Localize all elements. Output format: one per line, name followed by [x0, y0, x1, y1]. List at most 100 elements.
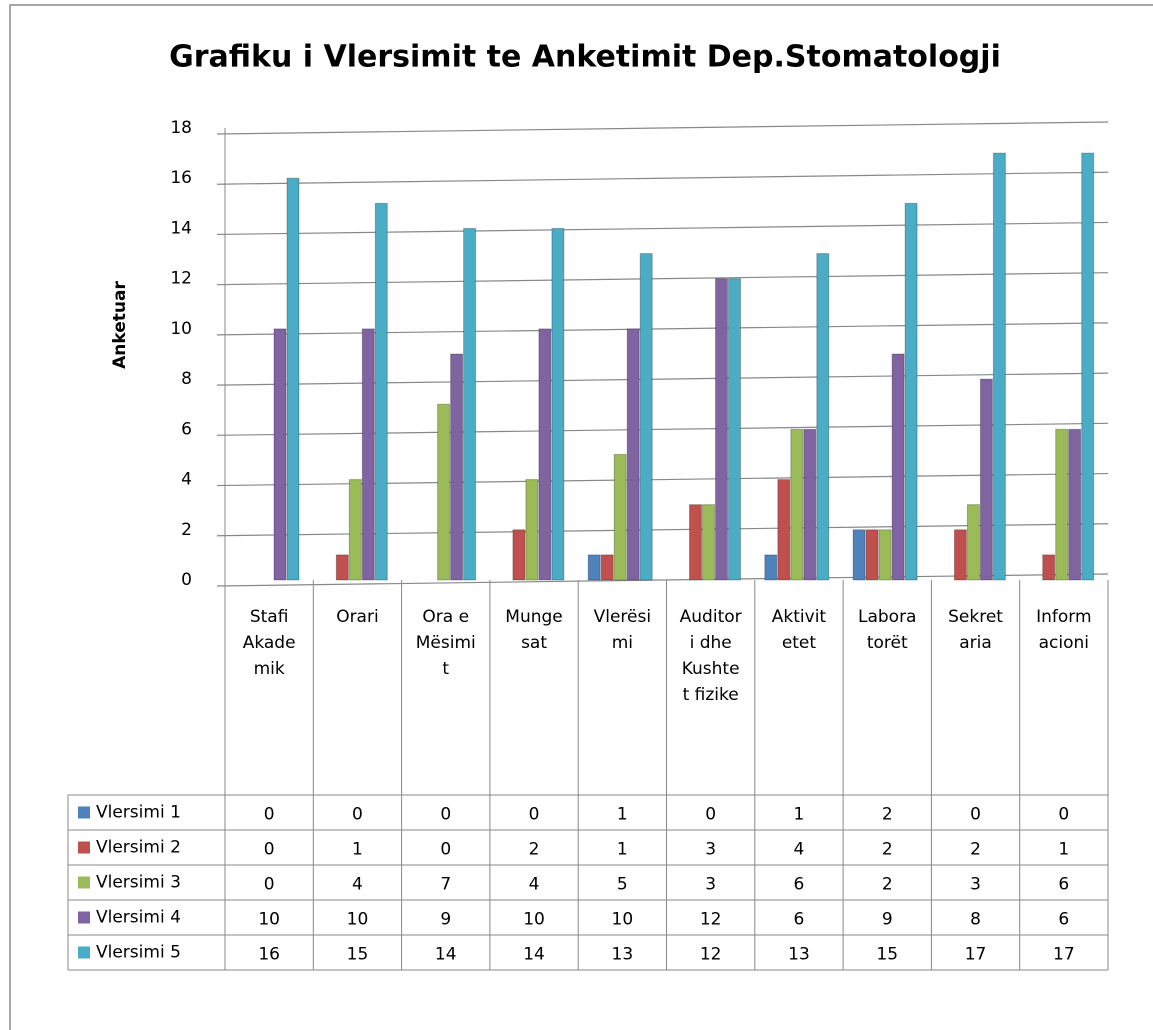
table-cell: 0: [352, 805, 363, 825]
bar: [816, 253, 830, 581]
y-tick-label: 6: [181, 419, 192, 439]
table-cell: 2: [529, 840, 540, 860]
table-cell: 12: [700, 910, 722, 930]
y-tick-label: 14: [170, 218, 192, 238]
bar: [728, 278, 741, 581]
bar: [992, 152, 1006, 581]
table-cell: 5: [617, 875, 628, 895]
table-cell: 10: [347, 910, 369, 930]
bar: [878, 529, 892, 581]
y-tick-label: 12: [170, 269, 192, 289]
table-cell: 12: [700, 945, 722, 965]
x-tick-label: Mungesat: [505, 607, 563, 653]
table-cell: 10: [612, 910, 634, 930]
legend-label: Vlersimi 3: [96, 873, 181, 893]
bar: [538, 328, 552, 581]
legend-key: [78, 806, 90, 819]
table-cell: 7: [440, 875, 451, 895]
y-tick-label: 2: [181, 520, 192, 540]
table-cell: 15: [876, 945, 898, 965]
table-cell: 10: [523, 910, 545, 930]
y-tick-label: 4: [181, 470, 192, 490]
bar: [361, 328, 375, 581]
bar: [777, 479, 791, 581]
table-cell: 6: [794, 875, 805, 895]
grid-line: [216, 422, 1109, 436]
x-tick-label: Ora e Mësimit: [415, 607, 476, 679]
table-cell: 0: [440, 840, 451, 860]
table-cell: 4: [794, 840, 805, 860]
table-cell: 2: [882, 840, 893, 860]
chart-title: Grafiku i Vlersimit te Anketimit Dep.Sto…: [169, 40, 1001, 75]
table-cell: 3: [705, 840, 716, 860]
bar: [512, 529, 526, 581]
table-cell: 0: [264, 840, 275, 860]
bar: [1055, 428, 1069, 581]
table-cell: 14: [435, 945, 457, 965]
bar: [689, 504, 702, 581]
bar: [715, 278, 728, 581]
y-tick-label: 8: [181, 369, 192, 389]
table-cell: 4: [352, 875, 363, 895]
chart-frame: [9, 4, 1153, 1030]
bar: [891, 353, 905, 581]
table-cell: 0: [529, 805, 540, 825]
legend-key: [78, 911, 90, 924]
table-cell: 1: [794, 805, 805, 825]
table-cell: 0: [1058, 805, 1069, 825]
table-cell: 1: [617, 840, 628, 860]
x-tick-label: Stafi Akademik: [242, 607, 296, 679]
x-tick-label: Auditori dhe Kushtet fizike: [679, 607, 742, 705]
legend-key: [78, 876, 90, 889]
bar: [865, 529, 879, 581]
bar: [803, 428, 817, 581]
table-cell: 15: [347, 945, 369, 965]
table-cell: 17: [1053, 945, 1075, 965]
grid-line: [216, 272, 1109, 286]
table-cell: 6: [1058, 910, 1069, 930]
bar: [374, 202, 388, 581]
bar: [852, 529, 866, 581]
table-cell: 9: [440, 910, 451, 930]
bar: [904, 202, 918, 581]
table-cell: 2: [882, 875, 893, 895]
x-tick-label: Vlerësimi: [593, 607, 652, 653]
legend-key: [78, 841, 90, 854]
grid-line: [216, 322, 1109, 336]
y-tick-label: 10: [170, 319, 192, 339]
y-axis-label: Anketuar: [110, 281, 130, 369]
table-cell: 1: [352, 840, 363, 860]
bar: [551, 227, 565, 581]
table-cell: 1: [1058, 840, 1069, 860]
grid-line: [216, 171, 1109, 185]
table-cell: 10: [258, 910, 280, 930]
bar: [979, 378, 993, 581]
table-cell: 0: [970, 805, 981, 825]
table-cell: 3: [705, 875, 716, 895]
grid-line: [216, 221, 1109, 236]
legend-label: Vlersimi 1: [96, 803, 181, 823]
table-cell: 0: [705, 805, 716, 825]
bar: [450, 353, 464, 581]
bar: [525, 479, 539, 581]
bar: [613, 453, 627, 581]
table-cell: 13: [788, 945, 810, 965]
table-cell: 8: [970, 910, 981, 930]
legend-label: Vlersimi 5: [96, 943, 181, 963]
table-cell: 1: [617, 805, 628, 825]
x-tick-label: Laboratorët: [857, 607, 917, 653]
legend-label: Vlersimi 2: [96, 838, 181, 858]
bar: [790, 428, 804, 581]
bar: [587, 554, 601, 581]
legend-key: [78, 946, 90, 959]
table-cell: 0: [264, 875, 275, 895]
bar: [966, 504, 980, 581]
table-cell: 4: [529, 875, 540, 895]
table-cell: 0: [440, 805, 451, 825]
y-tick-label: 0: [181, 570, 192, 590]
bar: [437, 403, 451, 581]
bar: [463, 227, 477, 581]
bar: [953, 529, 967, 581]
